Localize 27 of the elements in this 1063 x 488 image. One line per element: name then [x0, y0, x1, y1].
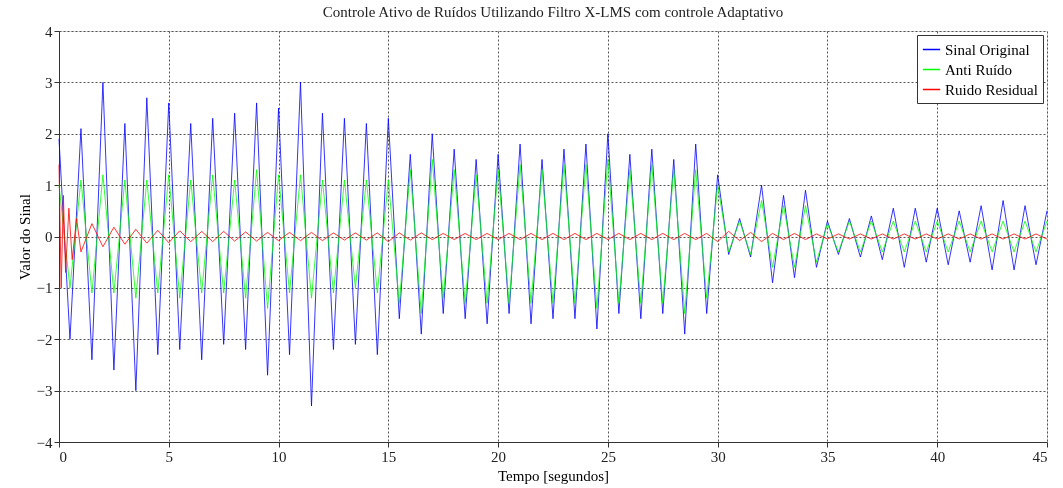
y-tick-label: 4 — [45, 23, 53, 40]
x-tick-label: 10 — [271, 448, 287, 465]
y-tick-label: −2 — [36, 331, 53, 348]
x-tick-label: 0 — [59, 448, 67, 465]
x-tick-label: 45 — [1032, 448, 1048, 465]
y-tick-label: 0 — [45, 229, 53, 245]
x-tick-label: 30 — [710, 448, 726, 465]
line-series — [58, 164, 1048, 289]
legend-label: Anti Ruído — [945, 61, 1013, 78]
legend-label: Ruido Residual — [945, 81, 1038, 98]
x-tick-label: 20 — [491, 448, 507, 465]
x-tick-label: 25 — [600, 448, 616, 465]
y-axis-title: Valor do Sinal — [16, 194, 33, 280]
y-tick-label: −3 — [36, 383, 53, 400]
line-series — [58, 159, 1048, 314]
y-tick-label: −1 — [36, 280, 53, 297]
y-tick-label: −4 — [36, 434, 53, 451]
y-tick-label: 3 — [45, 74, 53, 91]
x-tick-label: 5 — [165, 448, 174, 465]
legend-label: Sinal Original — [945, 41, 1030, 58]
x-tick-label: 40 — [930, 448, 946, 465]
x-axis-title: Tempo [segundos] — [497, 467, 610, 484]
chart-title: Controle Ativo de Ruídos Utilizando Filtro X-LMS com controle Adaptativo — [322, 4, 784, 20]
y-tick-label: 1 — [45, 177, 53, 194]
x-tick-label: 35 — [820, 448, 836, 465]
y-tick-label: 2 — [45, 126, 53, 143]
x-tick-label: 15 — [381, 448, 397, 465]
